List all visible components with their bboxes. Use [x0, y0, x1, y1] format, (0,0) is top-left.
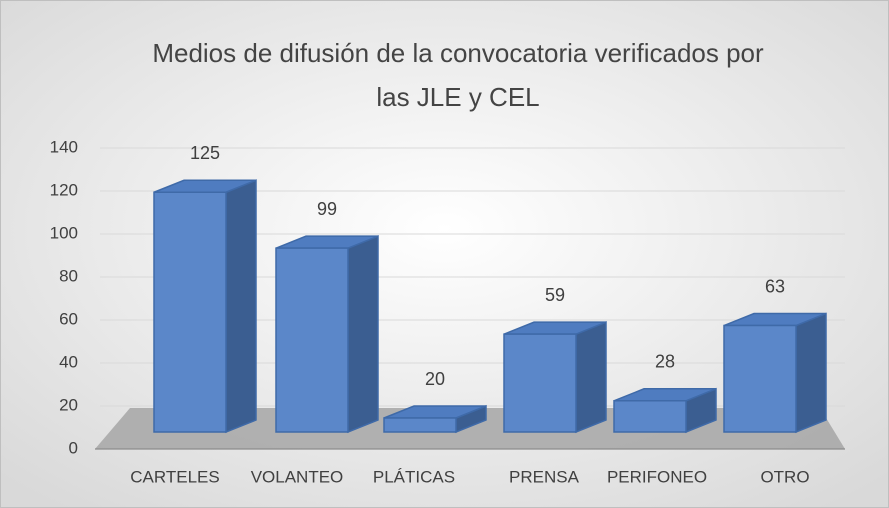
- bar-front: [275, 247, 349, 433]
- data-label: 63: [765, 276, 785, 296]
- y-tick-label: 100: [50, 223, 78, 242]
- bar: [383, 404, 487, 434]
- y-tick-label: 80: [59, 266, 78, 285]
- y-tick-label: 140: [50, 137, 78, 156]
- data-label: 20: [425, 369, 445, 389]
- data-label: 59: [545, 285, 565, 305]
- bar-front: [503, 333, 577, 433]
- bar: [275, 235, 379, 434]
- y-tick-label: 40: [59, 352, 78, 371]
- x-tick-label: PERIFONEO: [607, 467, 707, 486]
- x-tick-label: CARTELES: [130, 467, 219, 486]
- chart-title: las JLE y CEL: [376, 82, 539, 112]
- bar-side: [347, 235, 379, 434]
- bar-front: [383, 417, 457, 433]
- data-label: 28: [655, 352, 675, 372]
- chart-title: Medios de difusión de la convocatoria ve…: [152, 38, 764, 68]
- bar: [723, 312, 827, 434]
- bar-side: [575, 321, 607, 434]
- bar-side: [225, 179, 257, 434]
- bar-side: [795, 312, 827, 434]
- y-tick-label: 20: [59, 395, 78, 414]
- y-tick-label: 0: [69, 438, 78, 457]
- data-label: 99: [317, 199, 337, 219]
- bar: [153, 179, 257, 434]
- bar-front: [723, 324, 797, 433]
- data-label: 125: [190, 143, 220, 163]
- x-tick-label: PLÁTICAS: [373, 467, 455, 486]
- y-tick-label: 60: [59, 309, 78, 328]
- bar: [613, 387, 717, 434]
- y-tick-label: 120: [50, 180, 78, 199]
- x-tick-label: VOLANTEO: [251, 467, 344, 486]
- bar: [503, 321, 607, 434]
- x-tick-label: OTRO: [760, 467, 809, 486]
- bar-front: [613, 400, 687, 433]
- x-tick-label: PRENSA: [509, 467, 580, 486]
- bar-front: [153, 191, 227, 433]
